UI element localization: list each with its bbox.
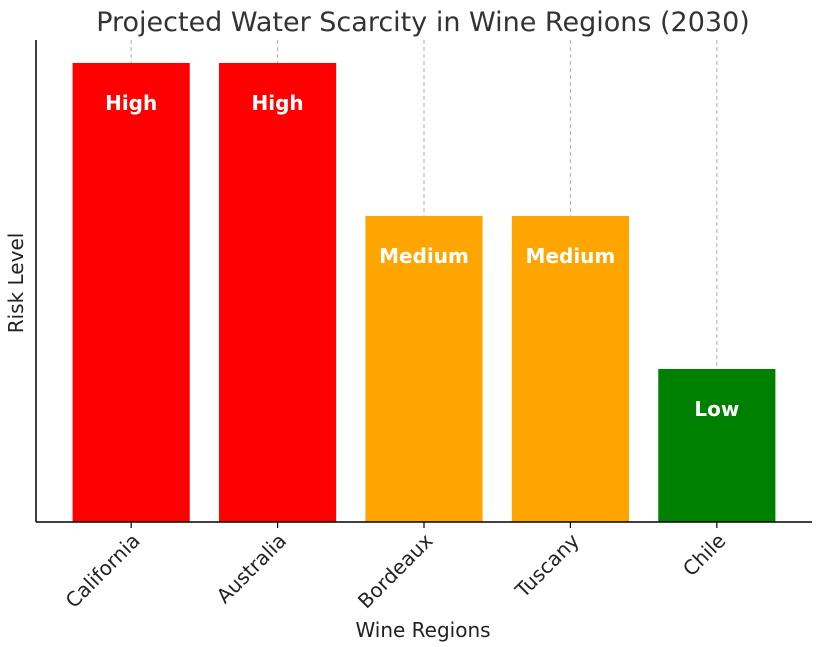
x-tick-label-chile: Chile	[678, 529, 730, 581]
bar-value-label-australia: High	[252, 91, 304, 115]
x-tick-label-tuscany: Tuscany	[510, 528, 584, 602]
x-axis-label: Wine Regions	[355, 618, 490, 642]
bar-value-label-tuscany: Medium	[526, 244, 616, 268]
x-ticks-layer: California Australia Bordeaux Tuscany Chile	[61, 522, 730, 613]
y-axis-label: Risk Level	[4, 233, 28, 334]
bar-australia	[219, 62, 337, 522]
bar-value-label-california: High	[105, 91, 157, 115]
x-tick-label-bordeaux: Bordeaux	[353, 528, 438, 613]
bar-chile	[658, 368, 776, 522]
chart-title: Projected Water Scarcity in Wine Regions…	[96, 7, 750, 38]
bars-layer	[72, 62, 776, 522]
x-tick-label-california: California	[61, 529, 145, 613]
bar-labels-layer: High High Medium Medium Low	[105, 91, 739, 421]
bar-california	[72, 62, 190, 522]
bar-bordeaux	[365, 215, 483, 522]
bar-value-label-chile: Low	[694, 397, 739, 421]
bar-tuscany	[511, 215, 629, 522]
x-tick-label-australia: Australia	[212, 529, 292, 609]
bar-value-label-bordeaux: Medium	[379, 244, 469, 268]
